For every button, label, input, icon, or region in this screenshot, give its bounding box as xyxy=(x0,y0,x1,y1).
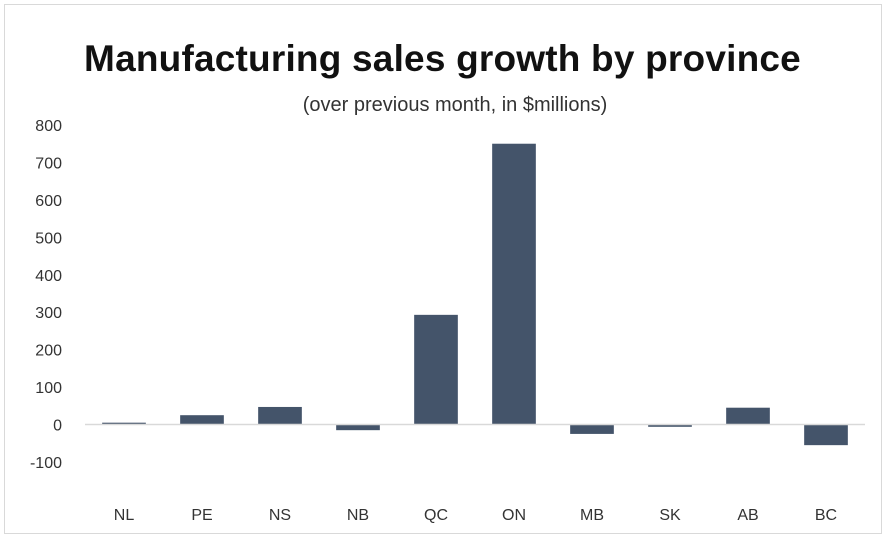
x-tick-label: NS xyxy=(269,507,291,524)
bar-sk xyxy=(648,424,692,427)
y-tick-label: 700 xyxy=(35,155,62,172)
bar-on xyxy=(492,143,536,425)
y-tick-label: -100 xyxy=(30,455,62,472)
y-tick-label: 400 xyxy=(35,268,62,285)
chart-title: Manufacturing sales growth by province xyxy=(84,38,801,79)
x-axis-tick-labels: NL PE NS NB QC ON MB SK AB BC xyxy=(114,507,837,524)
bar-mb xyxy=(570,424,614,434)
y-tick-label: 100 xyxy=(35,380,62,397)
bar-series xyxy=(102,143,848,446)
bar-nb xyxy=(336,424,380,431)
bar-bc xyxy=(804,424,848,446)
bar-ns xyxy=(258,406,302,425)
x-tick-label: ON xyxy=(502,507,526,524)
y-axis-tick-labels: -100 0 100 200 300 400 500 600 700 800 xyxy=(30,118,62,472)
x-tick-label: MB xyxy=(580,507,604,524)
y-tick-label: 800 xyxy=(35,118,62,135)
bar-pe xyxy=(180,415,224,425)
chart-subtitle: (over previous month, in $millions) xyxy=(302,94,608,116)
bar-ab xyxy=(726,407,770,425)
x-tick-label: NL xyxy=(114,507,135,524)
x-tick-label: PE xyxy=(191,507,212,524)
x-tick-label: QC xyxy=(424,507,448,524)
x-tick-label: BC xyxy=(815,507,837,524)
bar-nl xyxy=(102,422,146,425)
y-tick-label: 500 xyxy=(35,230,62,247)
y-tick-label: 300 xyxy=(35,305,62,322)
y-tick-label: 200 xyxy=(35,343,62,360)
y-tick-label: 600 xyxy=(35,193,62,210)
y-tick-label: 0 xyxy=(53,418,62,435)
x-tick-label: NB xyxy=(347,507,369,524)
bar-qc xyxy=(414,314,458,425)
x-tick-label: SK xyxy=(659,507,681,524)
chart-frame xyxy=(4,4,882,534)
x-tick-label: AB xyxy=(737,507,758,524)
